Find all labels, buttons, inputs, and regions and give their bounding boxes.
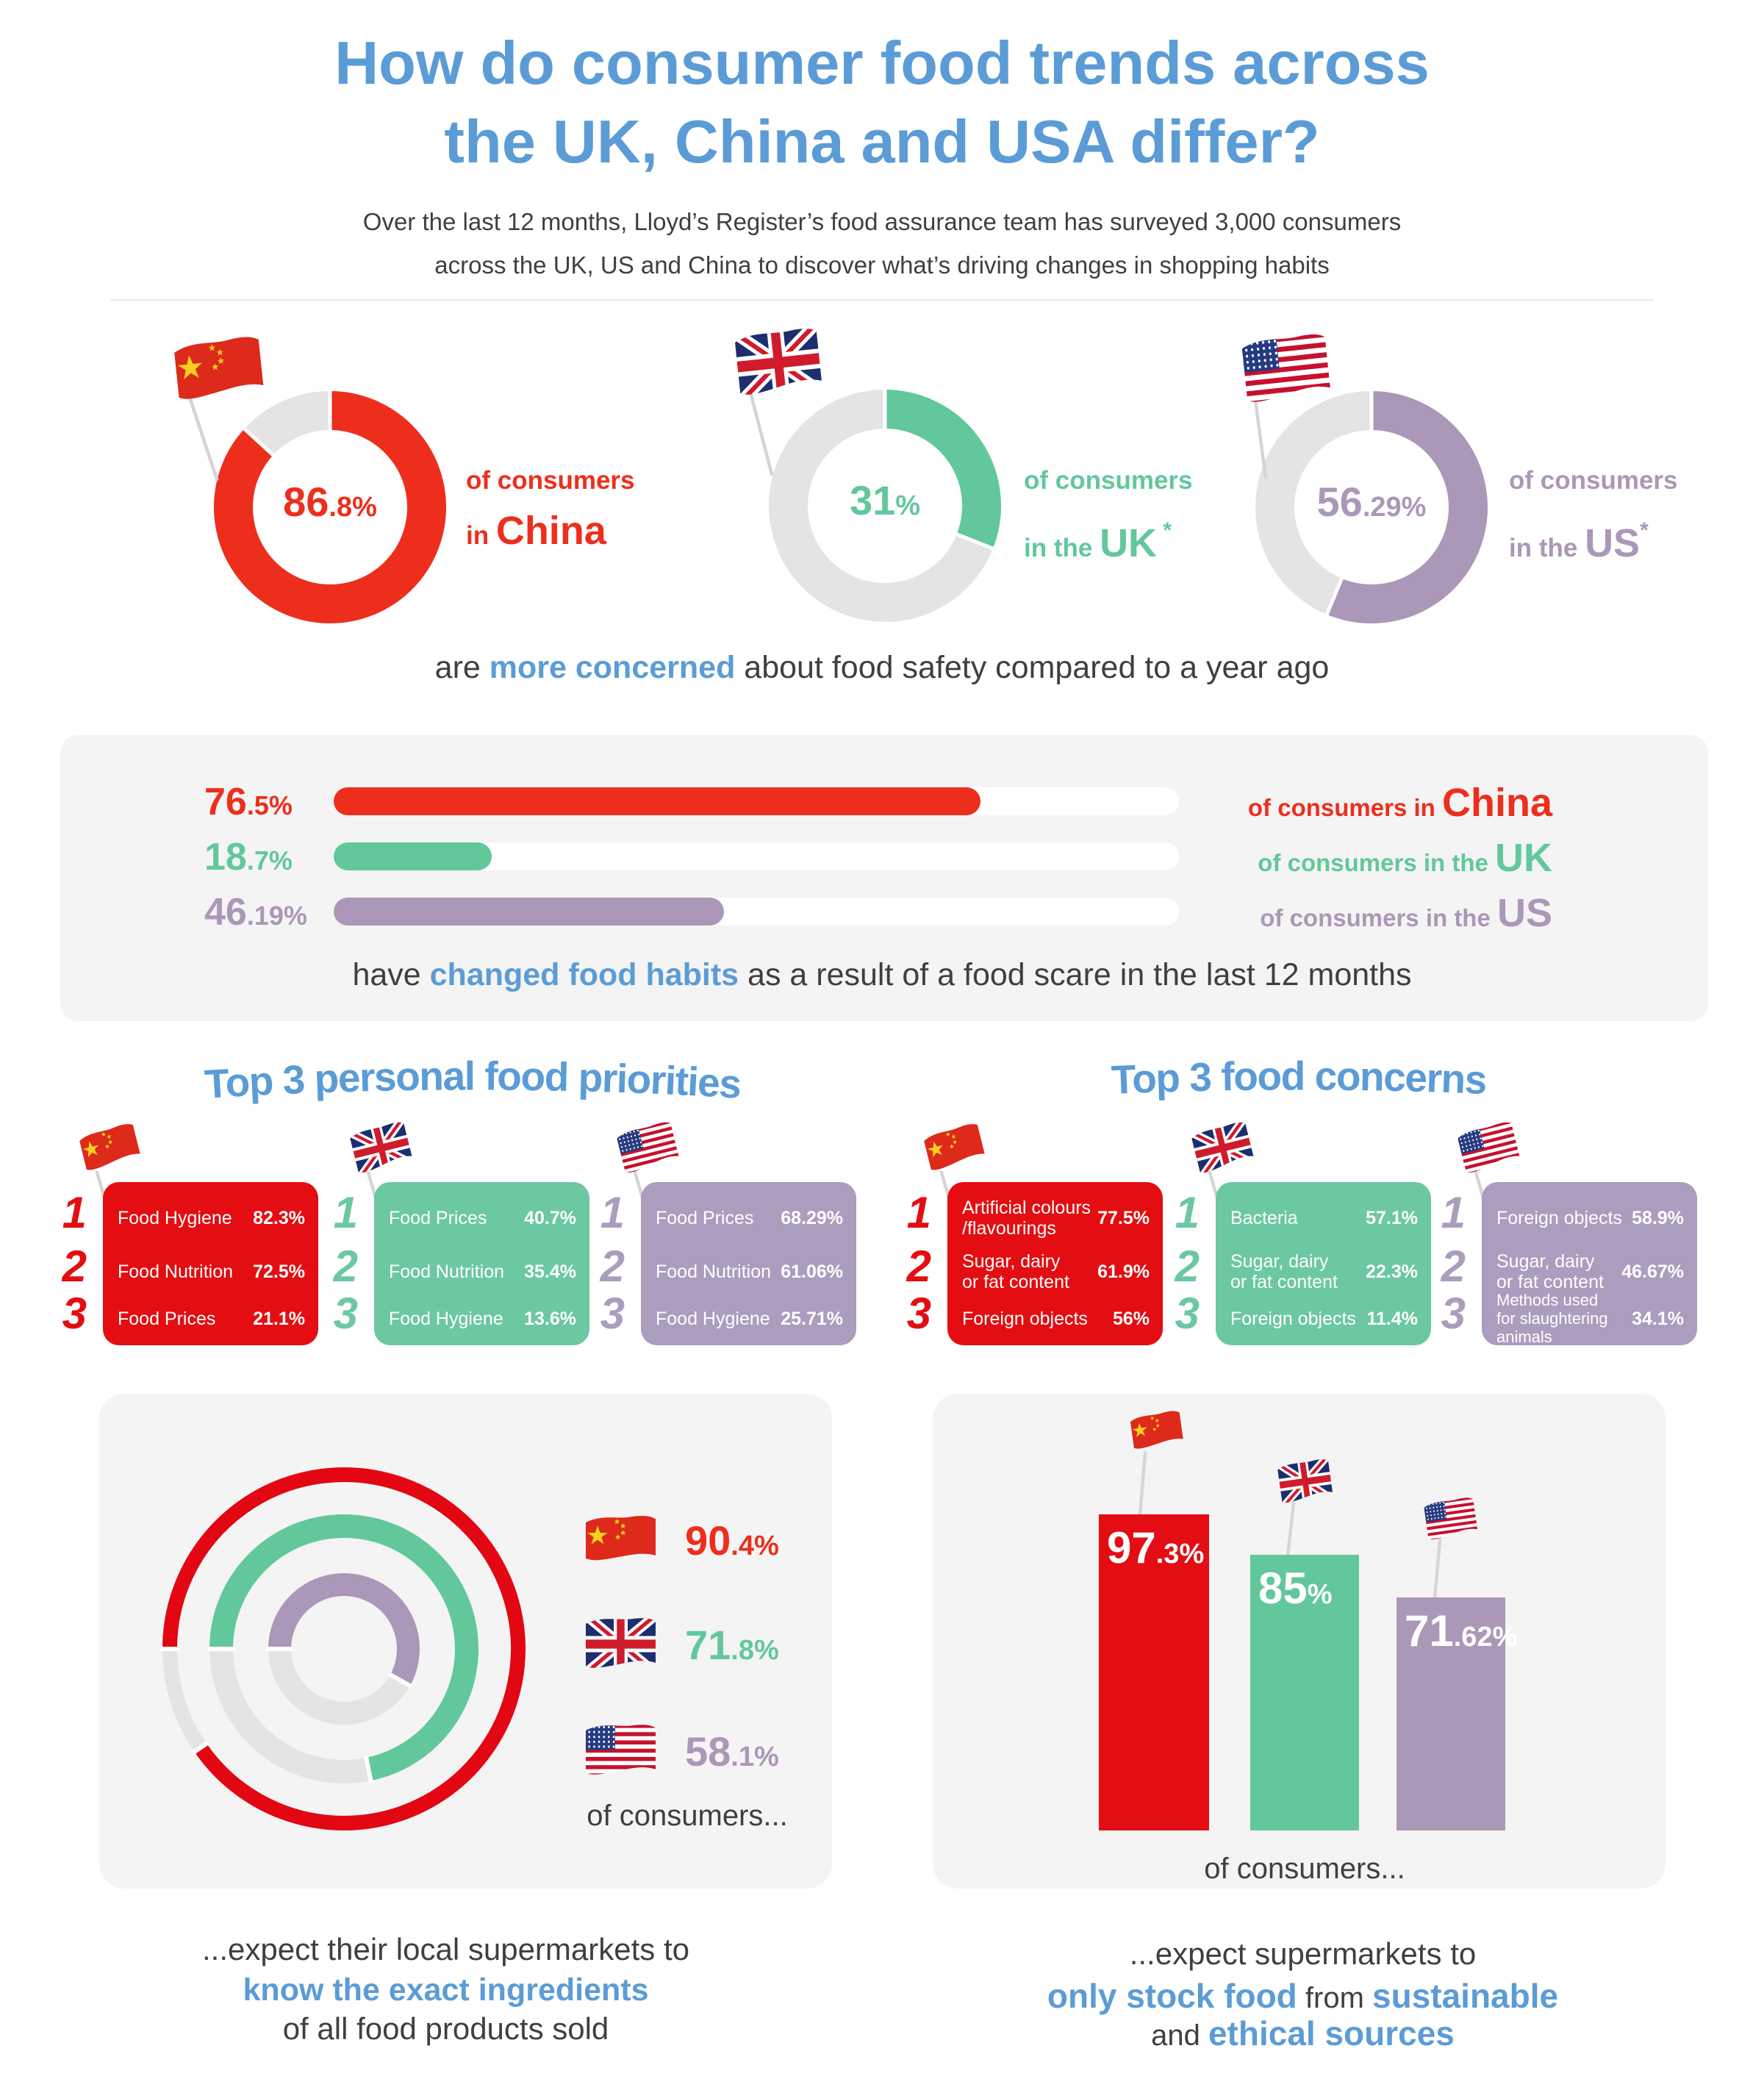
svg-text:Top 3 food concerns: Top 3 food concerns <box>1111 1053 1487 1103</box>
svg-text:Top 3 personal food priorities: Top 3 personal food priorities <box>204 1053 742 1106</box>
